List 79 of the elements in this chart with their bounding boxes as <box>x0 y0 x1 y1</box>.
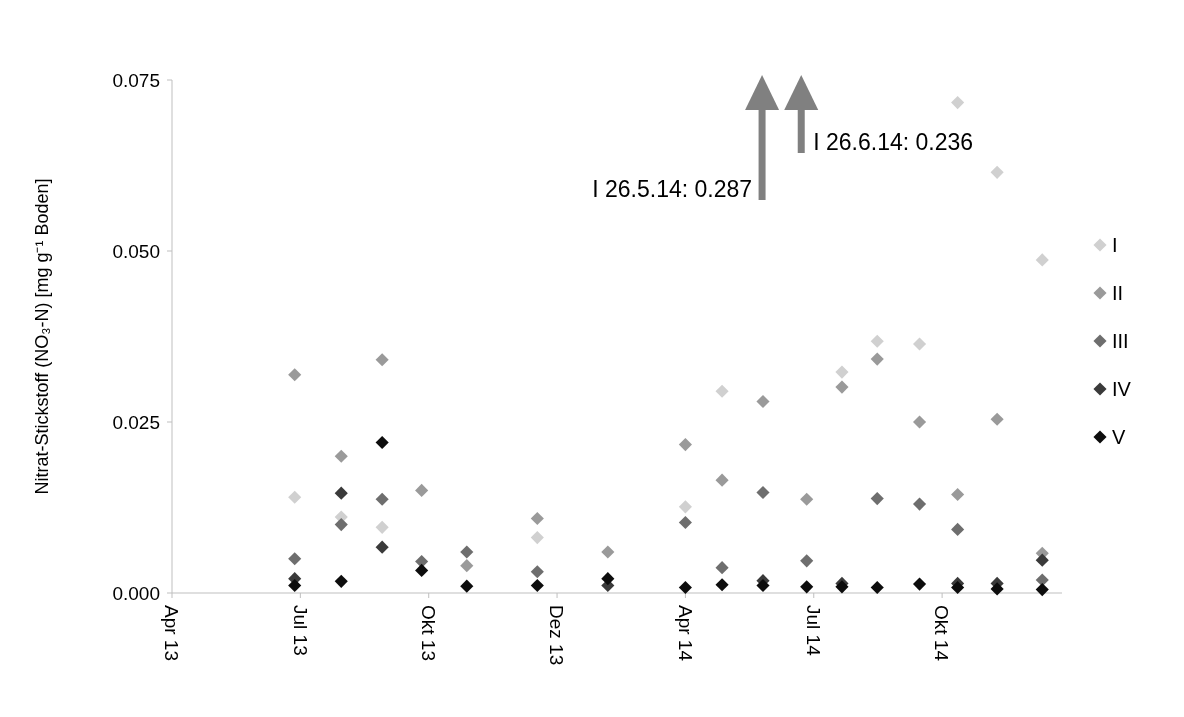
x-tick-label: Dez 13 <box>546 605 568 666</box>
point <box>870 492 884 506</box>
point <box>460 559 474 573</box>
legend-label: II <box>1112 282 1124 304</box>
point <box>756 394 770 409</box>
point <box>288 368 302 382</box>
point <box>1035 553 1049 567</box>
point <box>800 554 814 568</box>
point <box>912 577 927 591</box>
point <box>375 435 389 450</box>
point <box>415 563 429 577</box>
point <box>951 96 965 110</box>
point <box>601 572 615 586</box>
annotation: I 26.5.14: 0.287 <box>592 176 753 202</box>
point <box>990 412 1004 426</box>
point <box>530 578 544 593</box>
point <box>870 352 884 366</box>
y-tick-label: 0.025 <box>112 411 160 433</box>
point <box>951 522 965 536</box>
point <box>912 337 927 351</box>
x-tick-label: Jul 13 <box>289 605 311 656</box>
point <box>678 515 692 530</box>
point <box>460 545 474 559</box>
point <box>1035 583 1049 597</box>
point <box>800 492 814 506</box>
y-axis-title: Nitrat-Stickstoff (NO₃-N) [mg g⁻¹ Boden] <box>32 178 52 495</box>
point <box>288 490 302 504</box>
x-tick-label: Okt 14 <box>931 605 953 662</box>
legend-label: I <box>1112 234 1118 256</box>
point <box>951 487 965 502</box>
point <box>678 438 692 452</box>
point <box>334 518 348 532</box>
x-tick-label: Apr 13 <box>161 605 183 661</box>
point <box>530 511 544 526</box>
point <box>756 578 770 593</box>
y-tick-label: 0.050 <box>112 240 160 262</box>
point <box>530 531 544 545</box>
point <box>835 365 849 379</box>
point <box>1035 573 1049 587</box>
x-tick-label: Apr 14 <box>674 605 696 662</box>
legend-label: V <box>1112 426 1126 448</box>
point <box>715 473 729 487</box>
point <box>288 578 302 593</box>
point <box>678 580 692 595</box>
point <box>601 545 615 559</box>
x-tick-label: Okt 13 <box>418 605 440 661</box>
point <box>756 485 770 500</box>
point <box>375 353 389 367</box>
point <box>870 334 884 348</box>
point <box>951 580 965 595</box>
point <box>715 578 729 592</box>
point <box>375 492 389 506</box>
point <box>334 574 348 588</box>
point <box>835 580 849 594</box>
point <box>375 540 389 554</box>
point <box>715 561 729 575</box>
point <box>530 565 544 579</box>
point <box>678 500 692 514</box>
point <box>415 483 429 497</box>
point <box>870 580 884 595</box>
x-tick-label: Jul 14 <box>803 605 825 657</box>
annotation: I 26.6.14: 0.236 <box>813 129 974 155</box>
y-tick-label: 0.000 <box>112 582 160 604</box>
point <box>334 449 348 463</box>
point <box>912 497 927 511</box>
point <box>912 415 927 429</box>
point <box>1035 253 1049 267</box>
point <box>990 165 1004 179</box>
y-tick-label: 0.075 <box>112 69 160 91</box>
legend-label: III <box>1112 330 1129 352</box>
point <box>375 520 389 534</box>
point <box>835 380 849 394</box>
point <box>990 582 1004 596</box>
point <box>288 552 302 566</box>
point <box>334 486 348 500</box>
point <box>800 580 814 594</box>
point <box>460 579 474 593</box>
legend-label: IV <box>1112 378 1132 400</box>
point <box>715 384 729 398</box>
